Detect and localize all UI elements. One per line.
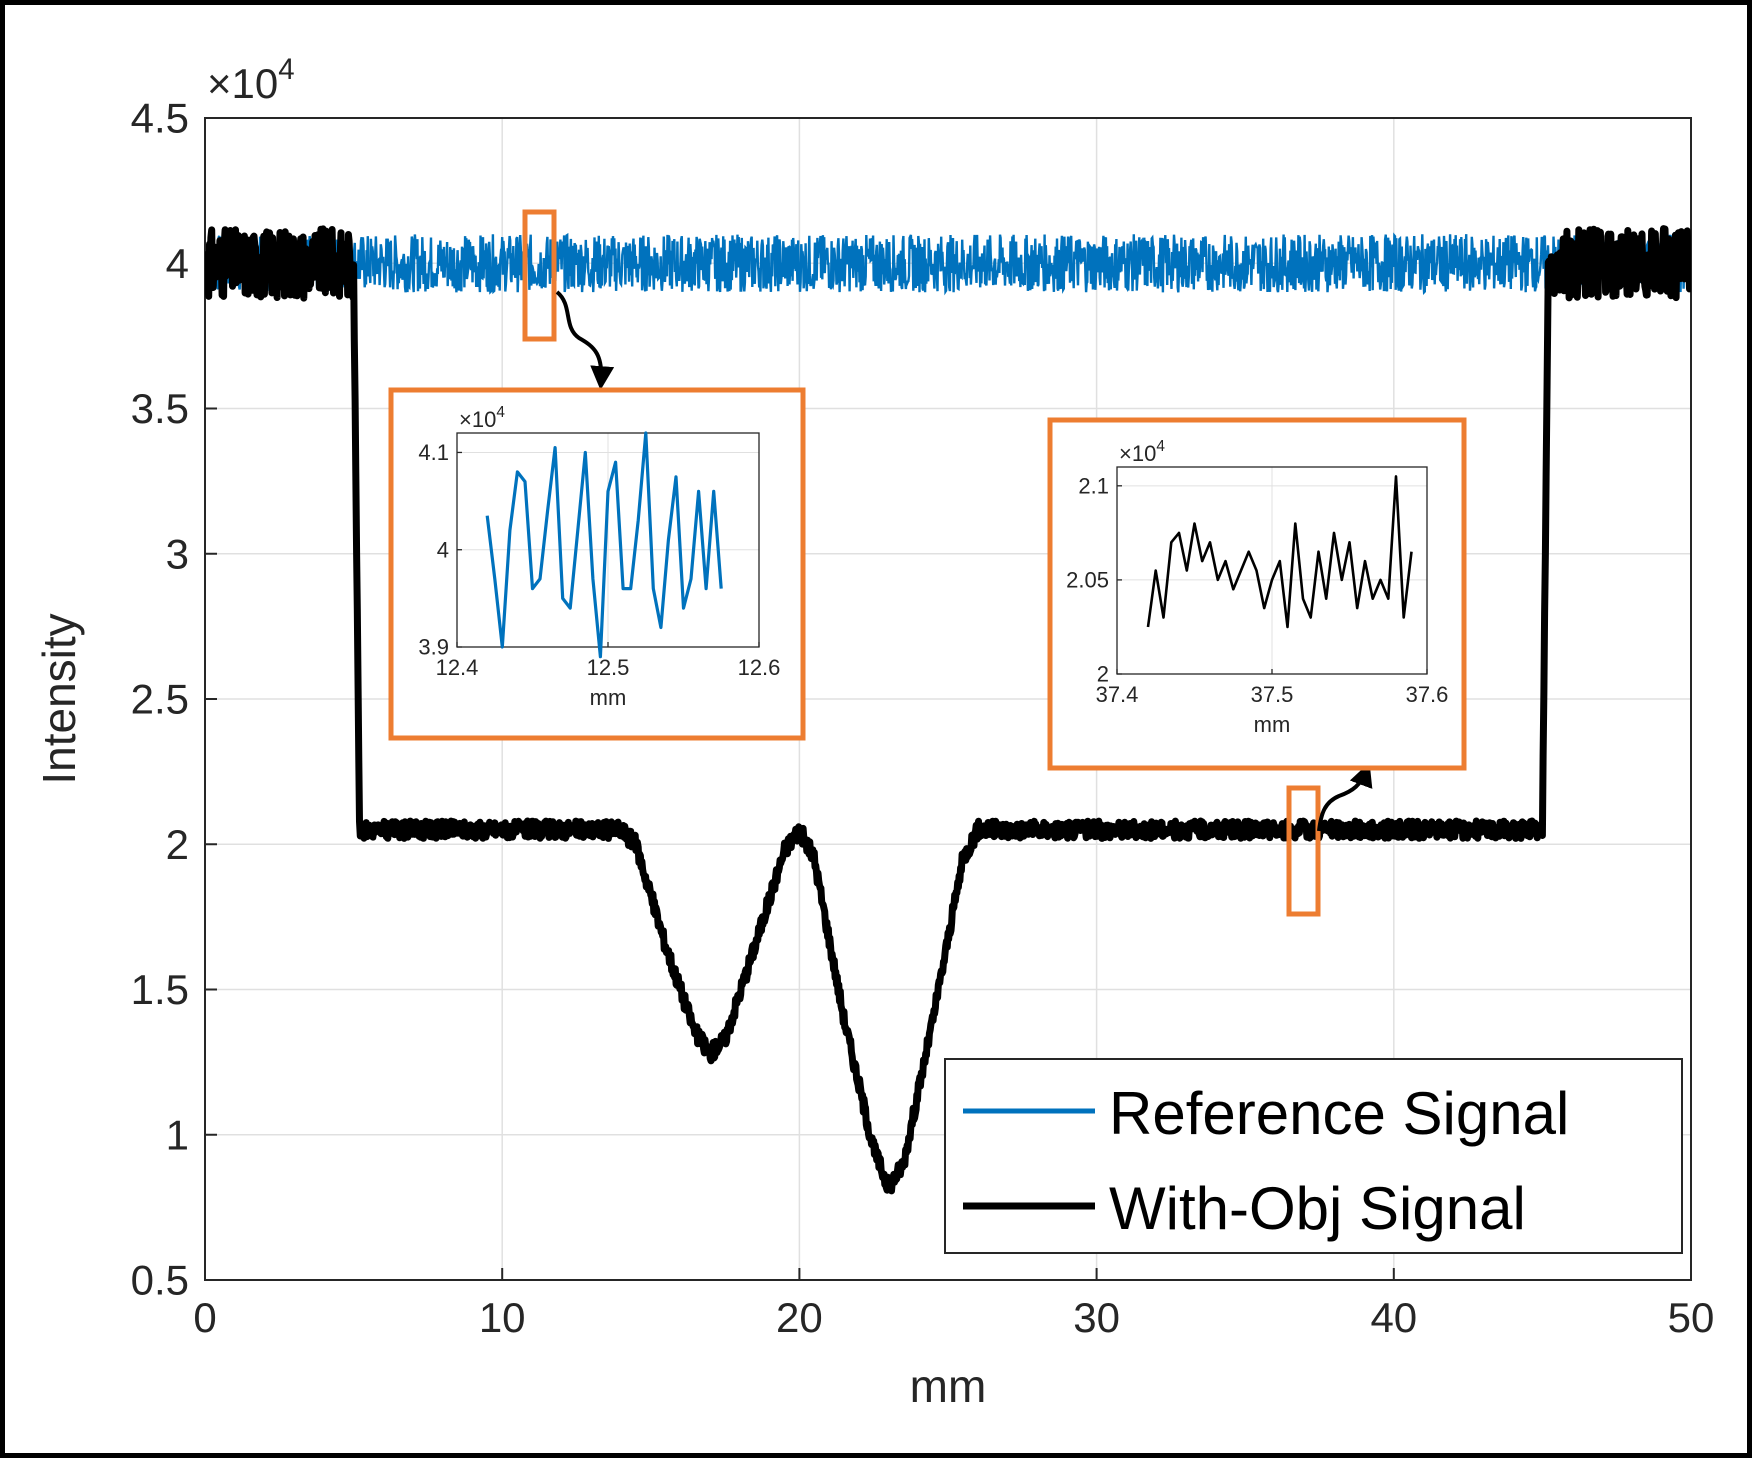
x-tick-label: 40: [1370, 1294, 1417, 1341]
y-multiplier-exponent: 4: [496, 404, 505, 421]
y-multiplier-base: ×10: [1119, 441, 1156, 466]
y-axis-label: Intensity: [33, 613, 85, 784]
y-tick-label: 4: [437, 537, 449, 562]
with-obj-signal-line: [205, 225, 1691, 1195]
x-tick-label: 37.5: [1251, 682, 1294, 707]
inset-left-frame: [388, 387, 806, 741]
main-plot-area: [205, 225, 1691, 1195]
x-tick-label: 10: [479, 1294, 526, 1341]
legend: Reference Signal With-Obj Signal: [944, 1058, 1683, 1254]
y-tick-label: 2.1: [1078, 474, 1109, 499]
arrow-to-right-inset: [1317, 762, 1373, 832]
axis-box: [204, 117, 1692, 1281]
x-tick-label: 37.4: [1096, 682, 1139, 707]
legend-label-reference: Reference Signal: [1109, 1080, 1569, 1147]
y-multiplier-exponent: 4: [278, 53, 294, 86]
x-axis-label: mm: [910, 1360, 987, 1412]
x-tick-label: 20: [776, 1294, 823, 1341]
inset-right-series-line: [1146, 475, 1413, 629]
highlight-box-with-obj: [1286, 785, 1321, 917]
y-multiplier: ×104: [1119, 438, 1165, 466]
x-tick-label: 12.6: [738, 655, 781, 680]
arrow-to-left-inset: [555, 290, 615, 391]
y-multiplier: ×104: [459, 404, 505, 432]
x-axis-label: mm: [1254, 712, 1291, 737]
inset-left-series-line: [485, 431, 723, 659]
y-tick-label: 4.5: [131, 95, 189, 142]
legend-box: [944, 1058, 1683, 1254]
y-tick-label: 3.9: [418, 635, 449, 660]
x-tick-label: 30: [1073, 1294, 1120, 1341]
y-tick-label: 2: [166, 821, 189, 868]
y-tick-label: 0.5: [131, 1257, 189, 1304]
y-multiplier-base: ×10: [207, 60, 278, 107]
x-tick-label: 12.5: [587, 655, 630, 680]
y-tick-label: 2: [1097, 662, 1109, 687]
y-multiplier-exponent: 4: [1156, 438, 1165, 455]
legend-label-with-obj: With-Obj Signal: [1109, 1175, 1526, 1242]
y-tick-label: 4.1: [418, 440, 449, 465]
highlight-box-reference: [522, 209, 557, 342]
y-multiplier: ×104: [207, 53, 295, 107]
x-tick-label: 12.4: [436, 655, 479, 680]
y-tick-label: 3.5: [131, 385, 189, 432]
y-tick-label: 1.5: [131, 966, 189, 1013]
axis-box: [1116, 466, 1428, 675]
y-multiplier-base: ×10: [459, 407, 496, 432]
axis-box: [456, 432, 760, 648]
intensity-line-chart: 0 10 20 30 40 500.511.522.533.544.5×104mmInte…: [33, 53, 1715, 1412]
x-tick-label: 50: [1668, 1294, 1715, 1341]
x-tick-label: 0: [193, 1294, 216, 1341]
reference-signal-line: [205, 231, 1691, 296]
inset-right-axes: 37.4 37.5 37.6 2 2.05 2.1 ×104 mm: [1066, 438, 1448, 737]
y-tick-label: 3: [166, 530, 189, 577]
y-tick-label: 2.5: [131, 676, 189, 723]
y-tick-label: 2.05: [1066, 568, 1109, 593]
x-axis-label: mm: [590, 685, 627, 710]
y-tick-label: 1: [166, 1111, 189, 1158]
x-tick-label: 37.6: [1406, 682, 1449, 707]
y-tick-label: 4: [166, 240, 189, 287]
